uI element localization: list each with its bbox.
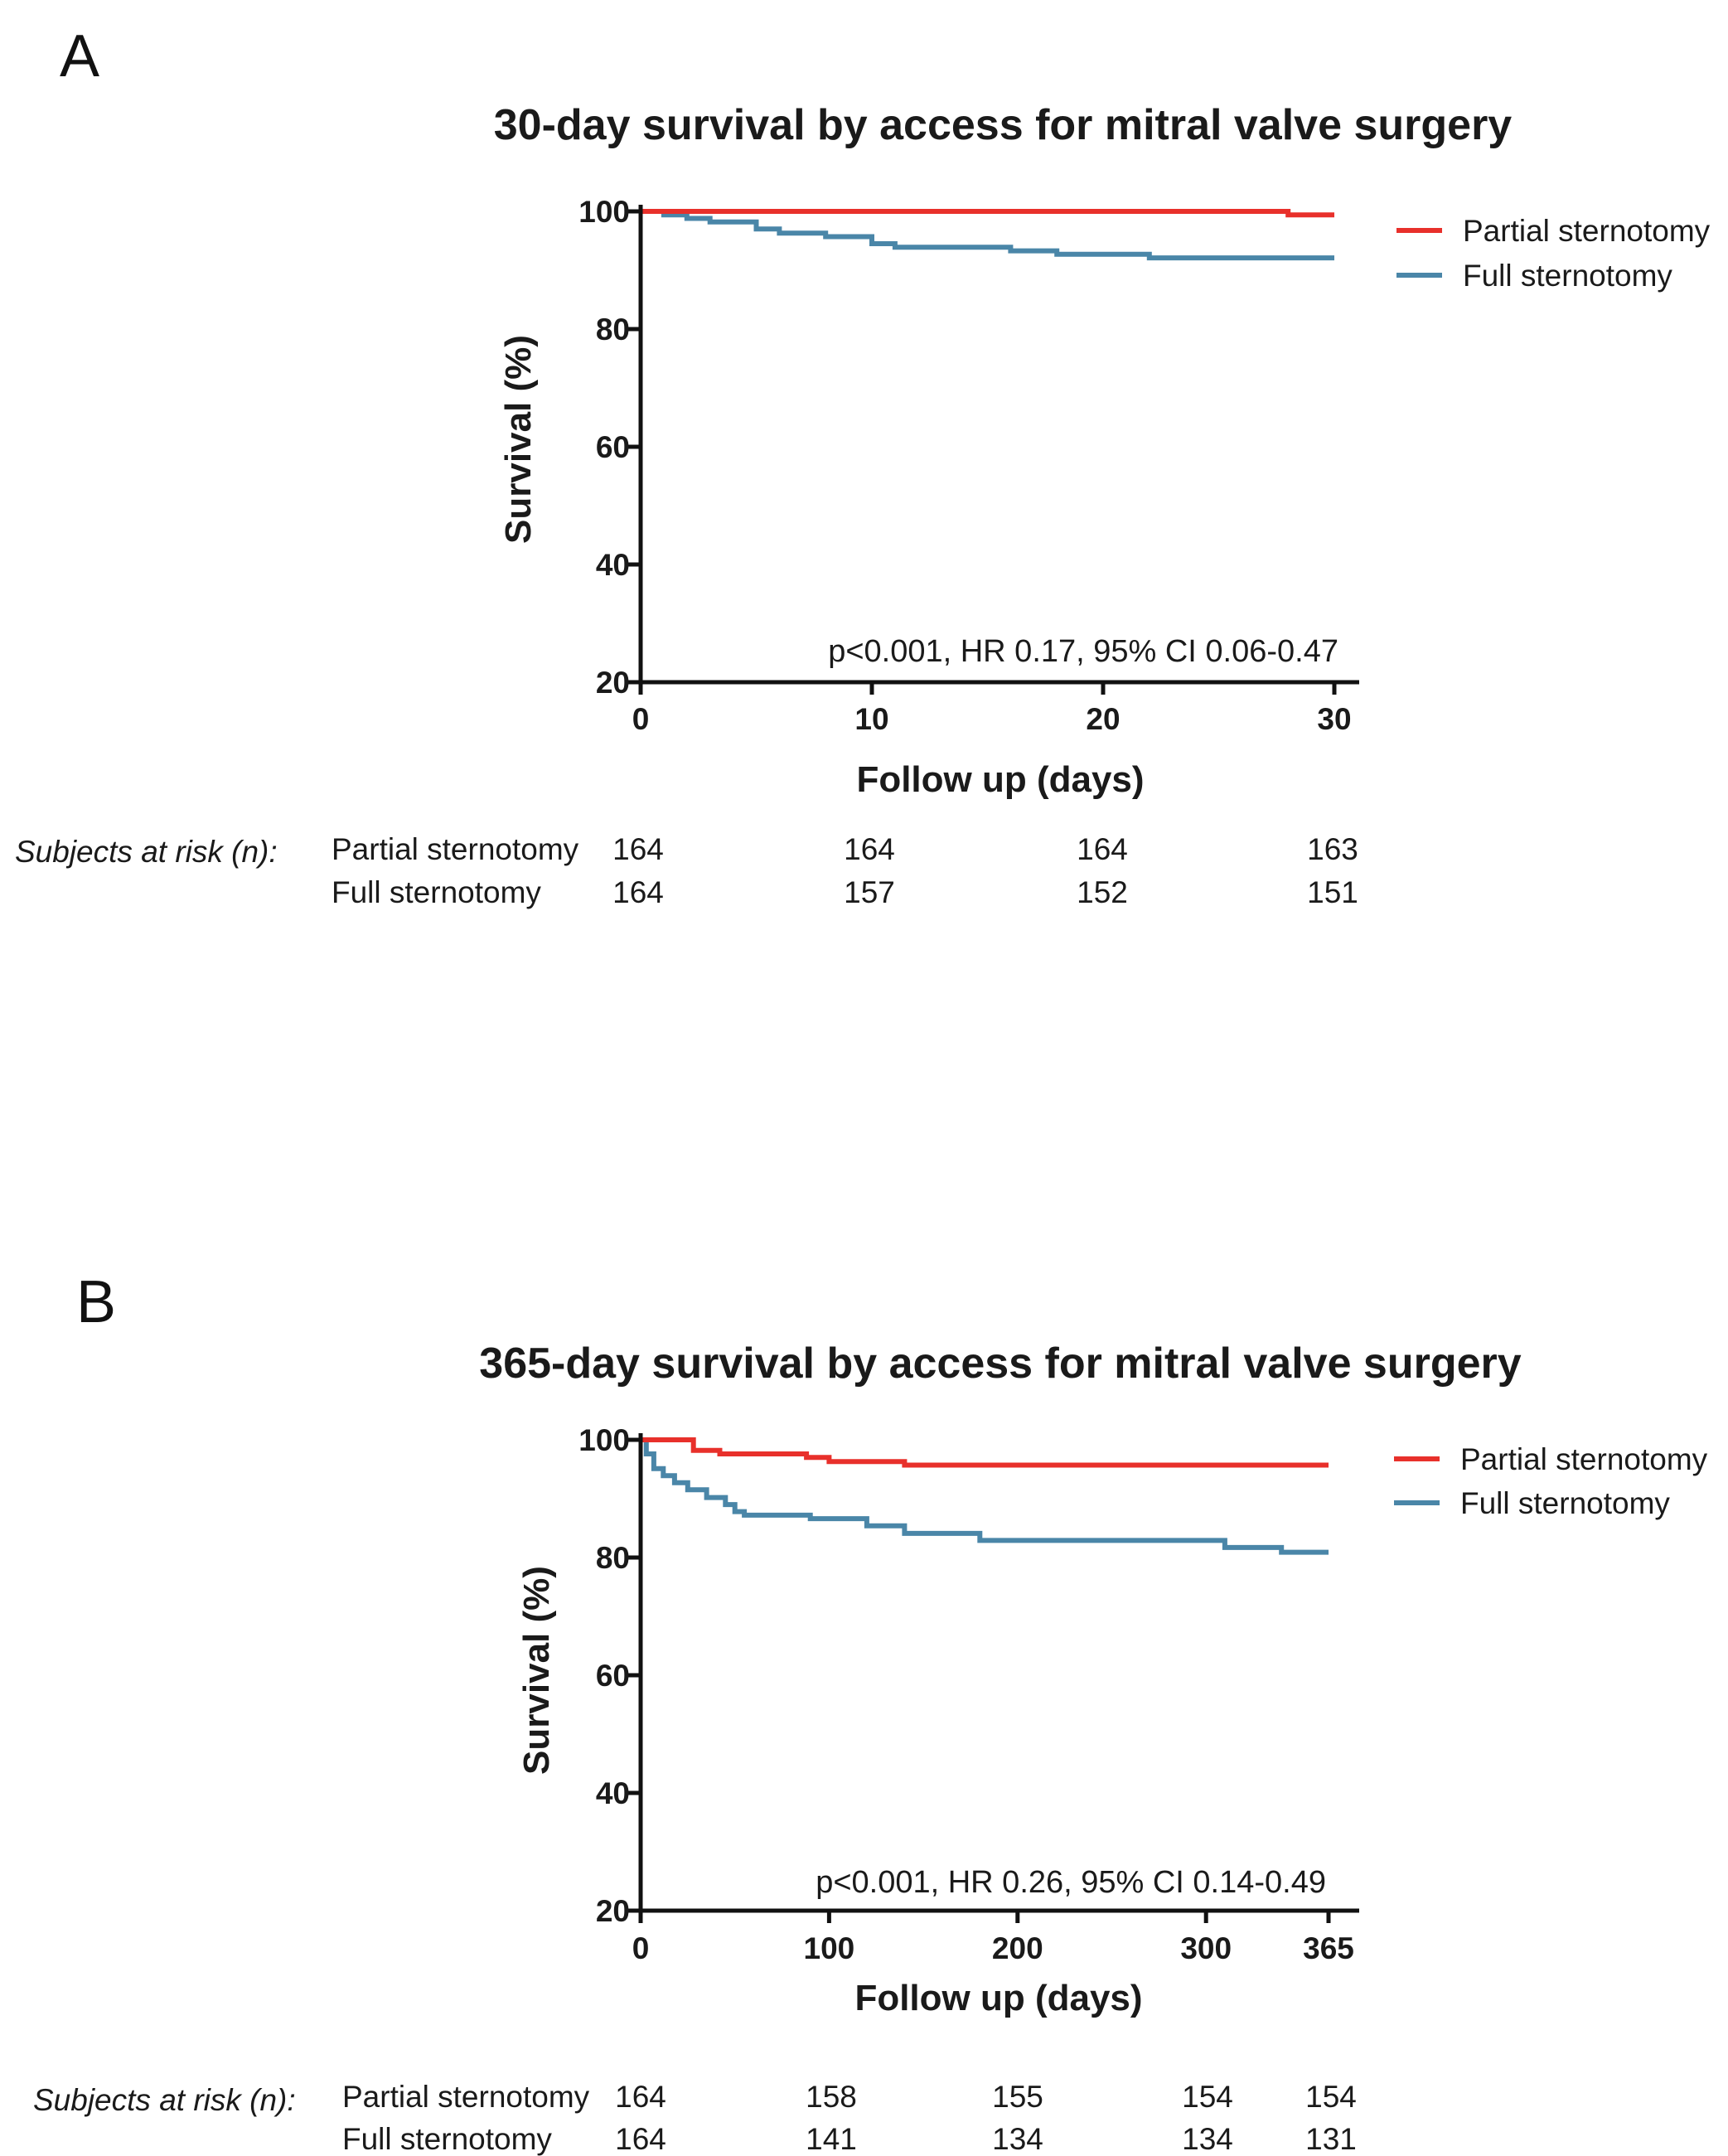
series-line-a-full xyxy=(641,209,1334,261)
risk-row-label-a-0: Partial sternotomy xyxy=(332,832,579,866)
panel-letter-a: A xyxy=(60,23,99,90)
x-tick-label-b-100: 100 xyxy=(804,1931,855,1965)
panel-letter-b: B xyxy=(76,1269,116,1335)
risk-value-b-0-3: 154 xyxy=(1182,2080,1233,2114)
y-axis-label-b: Survival (%) xyxy=(516,1566,557,1775)
x-tick-label-b-0: 0 xyxy=(632,1931,650,1965)
chart-title-a: 30-day survival by access for mitral val… xyxy=(494,101,1513,149)
risk-value-a-1-2: 152 xyxy=(1077,875,1128,909)
x-axis-label-b: Follow up (days) xyxy=(854,1978,1142,2018)
risk-row-label-a-1: Full sternotomy xyxy=(332,875,541,909)
legend-label-a-0: Partial sternotomy xyxy=(1463,214,1711,248)
risk-value-b-0-0: 164 xyxy=(615,2080,666,2114)
plot-a: 20 40 60 80 100 0 10 20 30 Partial sternotomy Full… xyxy=(578,195,1710,909)
risk-value-b-1-3: 134 xyxy=(1182,2122,1233,2156)
x-tick-label-b-300: 300 xyxy=(1180,1931,1232,1965)
annotation-a: p<0.001, HR 0.17, 95% CI 0.06-0.47 xyxy=(828,634,1338,669)
risk-value-a-0-0: 164 xyxy=(612,832,664,866)
y-tick-label-b-40: 40 xyxy=(596,1776,630,1810)
plot-b: 20 40 60 80 100 0 100 200 300 365 Partial sternoto… xyxy=(578,1423,1707,2156)
risk-value-a-0-2: 164 xyxy=(1077,832,1128,866)
y-tick-label-a-20: 20 xyxy=(596,666,630,700)
risk-value-a-1-0: 164 xyxy=(612,875,664,909)
legend-label-b-0: Partial sternotomy xyxy=(1460,1442,1708,1476)
x-tick-label-b-365: 365 xyxy=(1303,1931,1354,1965)
x-tick-label-b-200: 200 xyxy=(992,1931,1043,1965)
y-tick-label-a-60: 60 xyxy=(596,430,630,464)
legend-label-a-1: Full sternotomy xyxy=(1463,259,1672,293)
risk-value-a-1-3: 151 xyxy=(1307,875,1358,909)
y-tick-label-b-60: 60 xyxy=(596,1659,630,1693)
risk-value-b-1-1: 141 xyxy=(806,2122,857,2156)
risk-value-b-1-2: 134 xyxy=(992,2122,1043,2156)
risk-value-a-0-1: 164 xyxy=(844,832,895,866)
risk-value-a-0-3: 163 xyxy=(1307,832,1358,866)
chart-marks: 20 40 60 80 100 0 10 20 30 Partial sternotomy Full… xyxy=(578,195,1710,2156)
y-tick-label-a-40: 40 xyxy=(596,548,630,582)
y-tick-label-a-80: 80 xyxy=(596,312,630,346)
x-tick-label-a-30: 30 xyxy=(1317,702,1351,736)
x-axis-label-a: Follow up (days) xyxy=(856,759,1144,800)
y-tick-label-b-80: 80 xyxy=(596,1541,630,1575)
series-line-a-partial xyxy=(641,209,1334,218)
series-line-b-partial xyxy=(641,1437,1329,1468)
panel-b: B 365-day survival by access for mitral … xyxy=(33,1269,1522,2156)
risk-value-b-0-2: 155 xyxy=(992,2080,1043,2114)
y-axis-label-a: Survival (%) xyxy=(498,335,539,544)
risk-row-label-b-0: Partial sternotomy xyxy=(342,2080,590,2114)
series-line-b-full xyxy=(641,1437,1329,1555)
y-tick-label-b-100: 100 xyxy=(578,1423,630,1457)
risk-value-a-1-1: 157 xyxy=(844,875,895,909)
risk-table-header-a: Subjects at risk (n): xyxy=(15,835,278,869)
chart-title-b: 365-day survival by access for mitral va… xyxy=(479,1340,1521,1388)
risk-row-label-b-1: Full sternotomy xyxy=(342,2122,552,2156)
x-tick-label-a-10: 10 xyxy=(854,702,888,736)
legend-label-b-1: Full sternotomy xyxy=(1460,1486,1670,1520)
y-tick-label-a-100: 100 xyxy=(578,195,630,229)
y-tick-label-b-20: 20 xyxy=(596,1894,630,1928)
x-tick-label-a-20: 20 xyxy=(1086,702,1120,736)
annotation-b: p<0.001, HR 0.26, 95% CI 0.14-0.49 xyxy=(816,1865,1326,1900)
panel-a: A 30-day survival by access for mitral v… xyxy=(15,23,1512,909)
risk-value-b-1-0: 164 xyxy=(615,2122,666,2156)
x-tick-label-a-0: 0 xyxy=(632,702,650,736)
risk-value-b-0-4: 154 xyxy=(1305,2080,1357,2114)
risk-table-header-b: Subjects at risk (n): xyxy=(33,2083,296,2117)
risk-value-b-0-1: 158 xyxy=(806,2080,857,2114)
risk-value-b-1-4: 131 xyxy=(1305,2122,1357,2156)
